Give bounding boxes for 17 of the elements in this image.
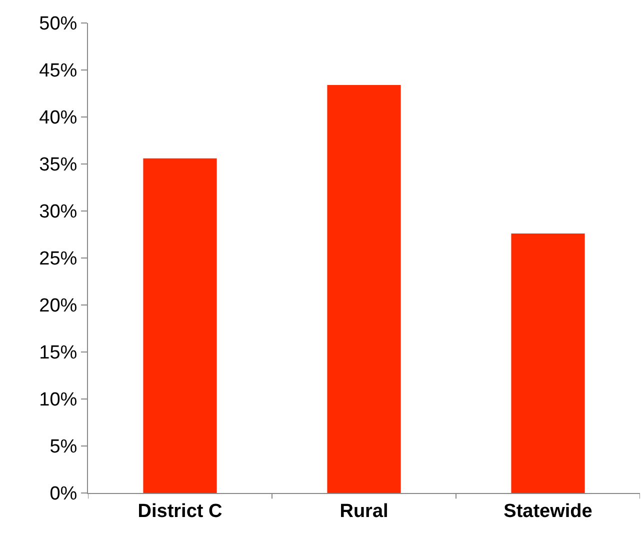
y-tick-label: 5% <box>50 436 78 458</box>
y-tick-label: 15% <box>39 342 78 364</box>
x-tick-label: District C <box>138 500 223 522</box>
y-tick-label: 40% <box>39 108 78 129</box>
y-tick-label: 0% <box>50 484 78 505</box>
y-tick-label: 45% <box>39 60 78 82</box>
bar <box>143 158 217 493</box>
y-tick-label: 30% <box>39 202 78 223</box>
y-tick-label: 25% <box>39 248 78 270</box>
y-tick-label: 20% <box>39 296 78 317</box>
bar <box>327 85 401 493</box>
bar <box>511 234 585 493</box>
y-tick-label: 10% <box>39 390 78 411</box>
x-tick-label: Rural <box>340 500 388 522</box>
y-tick-label: 35% <box>39 154 78 176</box>
y-tick-label: 50% <box>39 14 78 35</box>
x-tick-label: Statewide <box>504 500 592 522</box>
